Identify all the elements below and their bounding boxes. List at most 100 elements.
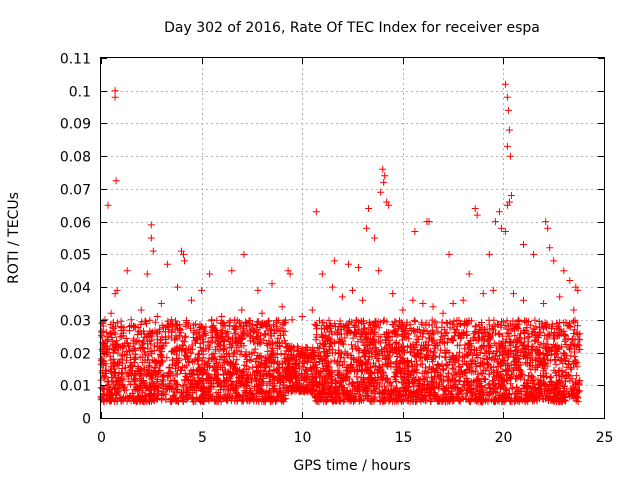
data-point: [422, 373, 430, 381]
data-point: [503, 366, 511, 374]
data-point: [411, 327, 419, 335]
data-point: [572, 356, 579, 364]
data-point: [394, 331, 402, 339]
data-point: [108, 331, 116, 339]
data-point: [466, 343, 474, 351]
data-point: [473, 211, 481, 219]
data-point: [450, 317, 458, 325]
data-point: [202, 393, 210, 401]
data-point: [570, 317, 577, 325]
data-point: [237, 348, 245, 356]
data-point: [253, 363, 261, 371]
data-point: [537, 357, 545, 365]
data-point: [552, 342, 560, 350]
data-point: [453, 317, 461, 324]
data-point: [418, 360, 426, 368]
data-point: [342, 392, 350, 400]
data-point: [537, 341, 545, 349]
data-point: [101, 316, 109, 324]
data-point: [141, 392, 149, 400]
data-point: [404, 379, 412, 387]
data-point: [207, 391, 215, 399]
data-point: [209, 324, 217, 331]
data-point: [164, 382, 172, 390]
data-point: [166, 380, 174, 388]
data-point: [194, 336, 202, 343]
data-point: [451, 329, 459, 337]
data-point: [332, 397, 340, 405]
data-point: [472, 322, 480, 330]
data-point: [341, 348, 349, 356]
data-point: [315, 395, 323, 403]
data-point: [549, 394, 557, 402]
data-point: [200, 331, 208, 339]
data-point: [319, 376, 326, 384]
data-point: [548, 381, 556, 389]
data-point: [150, 342, 158, 350]
data-point: [449, 375, 456, 383]
data-point: [520, 351, 528, 359]
data-point: [194, 380, 202, 388]
data-point: [368, 338, 376, 346]
data-point: [553, 324, 561, 332]
data-point: [287, 345, 295, 353]
data-point: [184, 377, 192, 384]
data-point: [376, 389, 384, 397]
data-point: [384, 386, 392, 394]
data-point: [365, 324, 373, 332]
data-point: [459, 296, 467, 304]
data-point: [375, 357, 383, 365]
data-point: [147, 221, 155, 229]
data-point: [428, 378, 436, 386]
data-point: [309, 344, 317, 352]
data-point: [389, 290, 397, 298]
data-point: [200, 398, 208, 405]
data-point: [449, 300, 457, 307]
data-point: [574, 398, 582, 406]
data-point: [428, 358, 436, 366]
data-point: [215, 341, 223, 349]
data-point: [310, 363, 318, 371]
data-point: [506, 152, 514, 160]
data-point: [378, 347, 386, 355]
data-point: [171, 376, 179, 384]
data-point: [409, 340, 417, 348]
data-point: [468, 360, 476, 368]
data-point: [410, 316, 418, 324]
data-point: [566, 323, 574, 331]
data-point: [188, 296, 195, 304]
data-point: [347, 364, 355, 372]
data-point: [279, 363, 287, 371]
data-point: [261, 363, 269, 371]
data-point: [531, 316, 539, 324]
data-point: [415, 351, 422, 358]
data-point: [476, 344, 484, 352]
data-point: [374, 366, 382, 374]
data-point: [123, 351, 131, 359]
data-point: [430, 384, 438, 392]
data-point: [139, 358, 147, 366]
x-tick-label: 20: [495, 430, 513, 446]
data-point: [555, 376, 563, 384]
data-point: [448, 387, 456, 395]
data-point: [474, 336, 482, 344]
data-point: [260, 336, 268, 344]
data-point: [280, 331, 288, 339]
data-point: [230, 360, 237, 368]
data-point: [536, 349, 544, 357]
data-point: [415, 377, 423, 385]
data-point: [475, 329, 483, 337]
data-point: [248, 334, 256, 342]
data-point: [439, 309, 447, 317]
data-point: [122, 347, 130, 355]
data-point: [273, 319, 281, 327]
data-point: [550, 257, 558, 265]
data-point: [240, 250, 248, 258]
data-point: [469, 335, 477, 343]
data-point: [155, 362, 163, 370]
data-point: [279, 320, 287, 328]
y-tick-label: 0: [82, 412, 91, 428]
data-point: [520, 376, 528, 384]
data-point: [123, 356, 130, 364]
data-point: [163, 354, 171, 362]
